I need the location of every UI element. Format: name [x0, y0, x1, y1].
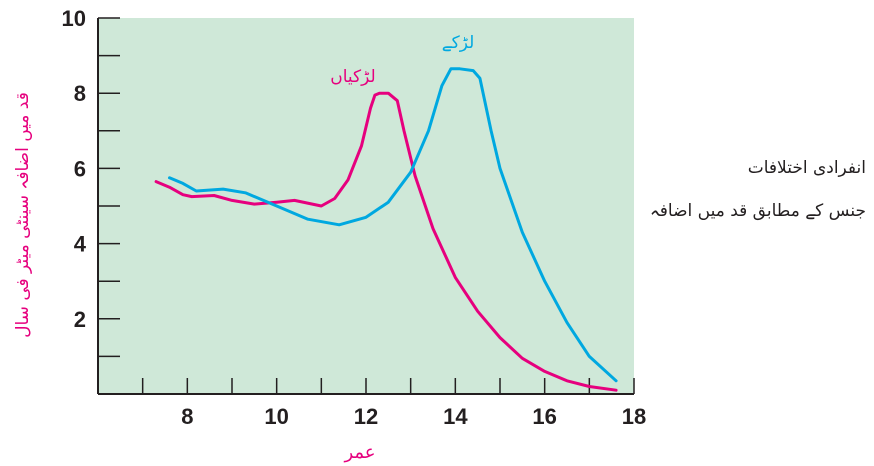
- series-line-boys: [168, 67, 618, 383]
- axes: 2 4 6 8 10 8 10 12 14 16 18: [62, 6, 647, 429]
- y-tick-label: 6: [74, 156, 86, 181]
- series-label-girls: لڑکیاں: [330, 67, 375, 87]
- series-label-boys: لڑکے: [442, 33, 475, 53]
- y-tick-label: 10: [62, 6, 86, 31]
- plot-background: [98, 18, 634, 394]
- y-axis-title: قد میں اضافہ سینٹی میٹر فی سال: [13, 92, 33, 338]
- x-tick-label: 10: [264, 404, 288, 429]
- y-tick-label: 2: [74, 307, 86, 332]
- series-layer: [154, 67, 618, 392]
- x-axis-title: عمر: [343, 442, 375, 463]
- side-title-line-2: جنس کے مطابق قد میں اضافہ: [649, 201, 866, 221]
- x-tick-label: 8: [181, 404, 193, 429]
- x-tick-label: 16: [532, 404, 556, 429]
- x-tick-label: 18: [622, 404, 646, 429]
- series-line-girls: [154, 91, 618, 392]
- y-tick-label: 8: [74, 81, 86, 106]
- x-tick-label: 12: [354, 404, 378, 429]
- y-tick-label: 4: [74, 232, 87, 257]
- side-title-line-1: انفرادی اختلافات: [747, 158, 866, 178]
- x-tick-label: 14: [443, 404, 468, 429]
